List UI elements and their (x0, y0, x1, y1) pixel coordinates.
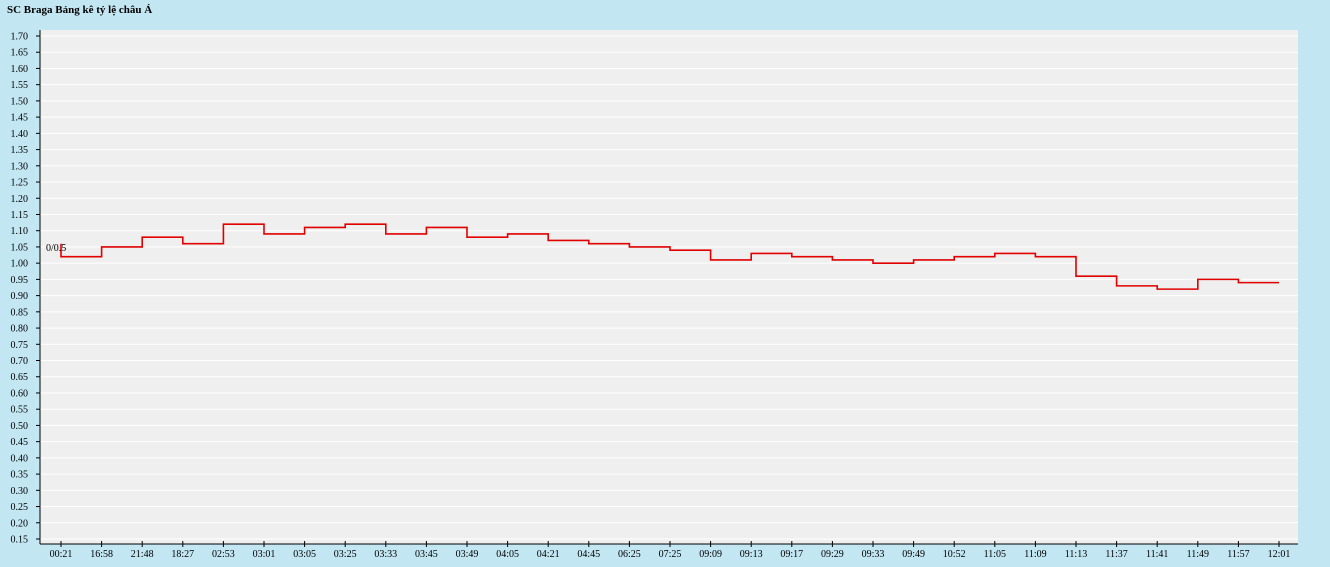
x-tick-label: 11:37 (1105, 549, 1127, 560)
x-tick-label: 21:48 (131, 549, 154, 560)
x-tick-label: 04:21 (537, 549, 560, 560)
y-tick-label: 1.45 (11, 113, 29, 124)
chart-title: SC Braga Bảng kê tỷ lệ châu Á (7, 4, 153, 16)
y-tick-label: 0.85 (11, 307, 29, 318)
x-tick-label: 10:52 (943, 549, 966, 560)
y-tick-label: 0.55 (11, 405, 29, 416)
y-tick-label: 1.30 (11, 161, 29, 172)
x-tick-label: 02:53 (212, 549, 235, 560)
y-tick-label: 1.60 (11, 64, 29, 75)
y-tick-label: 0.80 (11, 324, 29, 335)
x-tick-label: 11:05 (984, 549, 1006, 560)
x-tick-label: 03:25 (334, 549, 357, 560)
x-tick-label: 11:09 (1024, 549, 1046, 560)
x-tick-label: 00:21 (50, 549, 73, 560)
plot-area (40, 30, 1298, 544)
x-tick-label: 16:58 (90, 549, 113, 560)
x-tick-label: 09:49 (902, 549, 925, 560)
x-tick-label: 09:29 (821, 549, 844, 560)
y-tick-label: 0.75 (11, 340, 29, 351)
x-tick-label: 07:25 (659, 549, 682, 560)
y-tick-label: 0.70 (11, 356, 29, 367)
x-tick-label: 12:01 (1268, 549, 1291, 560)
y-tick-label: 1.15 (11, 210, 29, 221)
x-tick-label: 04:05 (496, 549, 519, 560)
y-tick-label: 1.35 (11, 145, 29, 156)
y-tick-label: 0.40 (11, 453, 29, 464)
x-tick-label: 11:13 (1065, 549, 1087, 560)
y-tick-label: 0.60 (11, 388, 29, 399)
x-tick-label: 11:57 (1227, 549, 1249, 560)
y-tick-label: 0.35 (11, 470, 29, 481)
series-line (60, 223, 1279, 290)
y-tick-label: 0.65 (11, 372, 29, 383)
x-tick-label: 09:09 (699, 549, 722, 560)
y-tick-label: 0.20 (11, 518, 29, 529)
y-tick-label: 1.20 (11, 194, 29, 205)
y-tick-label: 0.25 (11, 502, 29, 513)
x-tick-label: 11:41 (1146, 549, 1168, 560)
y-tick-label: 1.05 (11, 242, 29, 253)
x-tick-label: 18:27 (171, 549, 194, 560)
y-tick-label: 0.30 (11, 486, 29, 497)
y-tick-label: 0.90 (11, 291, 29, 302)
annotation-label: 0/0.5 (46, 243, 66, 254)
y-tick-label: 0.45 (11, 437, 29, 448)
y-tick-label: 1.55 (11, 80, 29, 91)
x-tick-label: 03:33 (374, 549, 397, 560)
x-tick-label: 03:01 (253, 549, 276, 560)
y-tick-label: 1.00 (11, 259, 29, 270)
y-tick-label: 1.70 (11, 32, 29, 43)
y-tick-label: 1.10 (11, 226, 29, 237)
x-tick-label: 11:49 (1187, 549, 1209, 560)
x-tick-label: 03:45 (415, 549, 438, 560)
x-tick-label: 09:17 (780, 549, 803, 560)
y-tick-label: 1.65 (11, 48, 29, 59)
x-tick-label: 09:13 (740, 549, 763, 560)
y-tick-label: 1.25 (11, 178, 29, 189)
x-tick-label: 09:33 (862, 549, 885, 560)
y-tick-label: 1.40 (11, 129, 29, 140)
x-tick-label: 03:49 (456, 549, 479, 560)
y-tick-label: 0.15 (11, 535, 29, 546)
x-tick-label: 03:05 (293, 549, 316, 560)
y-tick-label: 0.95 (11, 275, 29, 286)
y-tick-label: 1.50 (11, 96, 29, 107)
x-tick-label: 04:45 (577, 549, 600, 560)
x-tick-label: 06:25 (618, 549, 641, 560)
y-tick-label: 0.50 (11, 421, 29, 432)
